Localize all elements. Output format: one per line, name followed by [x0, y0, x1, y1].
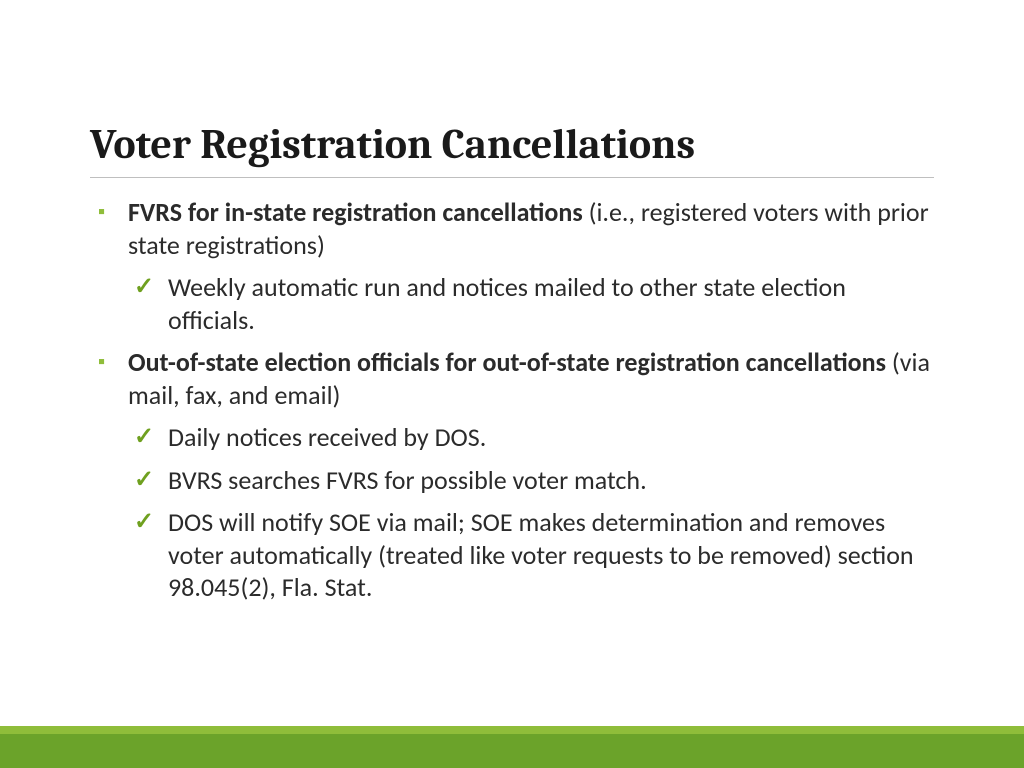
slide-content: FVRS for in-state registration cancellat… — [90, 196, 934, 604]
slide: Voter Registration Cancellations FVRS fo… — [0, 0, 1024, 768]
sub-bullet-item: Weekly automatic run and notices mailed … — [128, 271, 934, 336]
footer-accent-thick — [0, 734, 1024, 768]
sub-bullet-item: DOS will notify SOE via mail; SOE makes … — [128, 506, 934, 604]
sub-bullet-list: Weekly automatic run and notices mailed … — [128, 271, 934, 336]
sub-bullet-item: BVRS searches FVRS for possible voter ma… — [128, 464, 934, 497]
bullet-item: FVRS for in-state registration cancellat… — [90, 196, 934, 336]
sub-bullet-list: Daily notices received by DOS. BVRS sear… — [128, 421, 934, 604]
footer-bar — [0, 726, 1024, 768]
bullet-list: FVRS for in-state registration cancellat… — [90, 196, 934, 604]
bullet-bold-text: Out-of-state election officials for out-… — [128, 346, 886, 378]
slide-title: Voter Registration Cancellations — [90, 120, 934, 178]
sub-bullet-item: Daily notices received by DOS. — [128, 421, 934, 454]
bullet-item: Out-of-state election officials for out-… — [90, 346, 934, 604]
bullet-bold-text: FVRS for in-state registration cancellat… — [128, 196, 583, 228]
footer-accent-thin — [0, 726, 1024, 734]
